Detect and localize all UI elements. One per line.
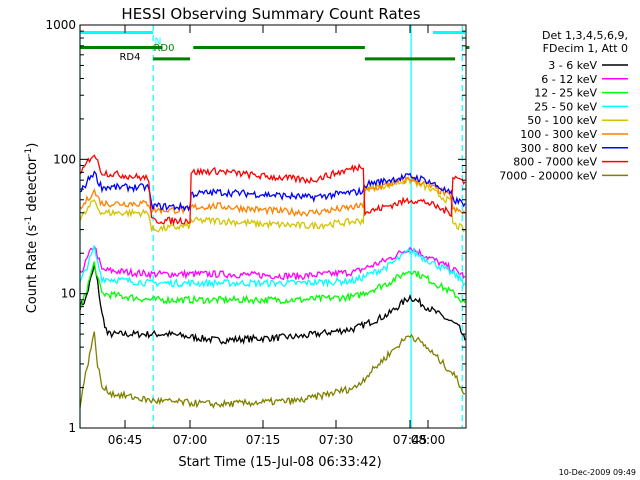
x-tick-label: 07:45 — [393, 433, 428, 447]
y-axis-label-mid: detector — [25, 156, 40, 216]
y-axis-label-sup2: -1 — [24, 148, 34, 157]
legend-label: 100 - 300 keV — [520, 128, 597, 141]
chart-title: HESSI Observing Summary Count Rates — [121, 5, 420, 23]
y-tick-label: 10 — [61, 287, 76, 301]
series-line — [79, 176, 466, 233]
y-axis-label-end: ) — [25, 143, 40, 148]
legend-label: 50 - 100 keV — [527, 114, 597, 127]
y-tick-label: 100 — [53, 152, 76, 166]
y-tick-label: 1 — [68, 421, 76, 435]
y-axis-label-main: Count Rate (s — [25, 225, 40, 314]
legend-label: 800 - 7000 keV — [513, 156, 597, 169]
legend-label: 3 - 6 keV — [548, 59, 597, 72]
x-axis-label: Start Time (15-Jul-08 06:33:42) — [178, 455, 381, 470]
legend-header-detectors: Det 1,3,4,5,6,9, — [542, 29, 628, 42]
legend: Det 1,3,4,5,6,9, FDecim 1, Att 0 3 - 6 k… — [499, 29, 628, 182]
legend-label: 6 - 12 keV — [541, 73, 597, 86]
legend-header-decim: FDecim 1, Att 0 — [543, 42, 628, 55]
y-tick-label: 1000 — [45, 18, 76, 32]
y-axis: 1 10 100 1000 — [45, 18, 466, 435]
x-tick-label: 06:45 — [108, 433, 143, 447]
series-line — [79, 264, 466, 345]
legend-label: 12 - 25 keV — [534, 87, 597, 100]
x-tick-label: 07:30 — [319, 433, 354, 447]
y-axis-label: Count Rate (s-1 detector-1) — [24, 143, 40, 314]
series-line — [79, 245, 466, 289]
x-tick-label: 08:00 — [411, 433, 446, 447]
plot-frame — [79, 24, 467, 429]
footer-date: 10-Dec-2009 09:49 — [559, 468, 636, 477]
series-line — [79, 245, 466, 281]
flag-label: RD4 — [119, 52, 140, 63]
series-line — [79, 261, 466, 309]
legend-label: 7000 - 20000 keV — [499, 169, 597, 182]
flag-label: N — [155, 37, 162, 47]
y-axis-label-sup1: -1 — [24, 216, 34, 225]
x-tick-label: 07:00 — [173, 433, 208, 447]
legend-label: 25 - 50 keV — [534, 100, 597, 113]
flag-label: RD0 — [153, 43, 174, 54]
series-line — [79, 170, 466, 212]
series-line — [79, 331, 466, 410]
series-line — [79, 175, 466, 218]
legend-label: 300 - 800 keV — [520, 142, 597, 155]
series-line — [79, 154, 466, 227]
x-tick-label: 07:15 — [246, 433, 281, 447]
